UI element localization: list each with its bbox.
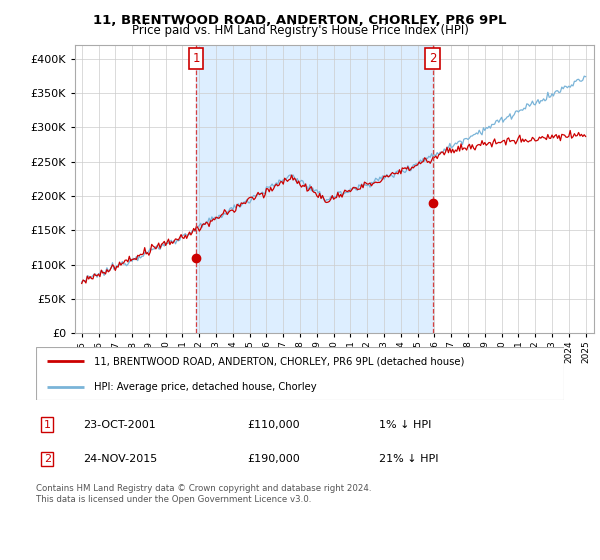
Text: 2: 2 bbox=[429, 52, 437, 65]
Bar bbox=[196, 45, 433, 333]
Text: 24-NOV-2015: 24-NOV-2015 bbox=[83, 454, 158, 464]
Text: 23-OCT-2001: 23-OCT-2001 bbox=[83, 420, 156, 430]
Text: 2: 2 bbox=[44, 454, 51, 464]
Text: 1% ↓ HPI: 1% ↓ HPI bbox=[379, 420, 431, 430]
Text: Contains HM Land Registry data © Crown copyright and database right 2024.
This d: Contains HM Land Registry data © Crown c… bbox=[36, 484, 371, 504]
Text: Price paid vs. HM Land Registry's House Price Index (HPI): Price paid vs. HM Land Registry's House … bbox=[131, 24, 469, 37]
Text: HPI: Average price, detached house, Chorley: HPI: Average price, detached house, Chor… bbox=[94, 381, 317, 391]
Text: £110,000: £110,000 bbox=[247, 420, 300, 430]
FancyBboxPatch shape bbox=[36, 347, 564, 400]
Text: 11, BRENTWOOD ROAD, ANDERTON, CHORLEY, PR6 9PL: 11, BRENTWOOD ROAD, ANDERTON, CHORLEY, P… bbox=[93, 14, 507, 27]
Text: 1: 1 bbox=[192, 52, 200, 65]
Text: 11, BRENTWOOD ROAD, ANDERTON, CHORLEY, PR6 9PL (detached house): 11, BRENTWOOD ROAD, ANDERTON, CHORLEY, P… bbox=[94, 356, 464, 366]
Text: £190,000: £190,000 bbox=[247, 454, 300, 464]
Text: 1: 1 bbox=[44, 420, 51, 430]
Text: 21% ↓ HPI: 21% ↓ HPI bbox=[379, 454, 439, 464]
